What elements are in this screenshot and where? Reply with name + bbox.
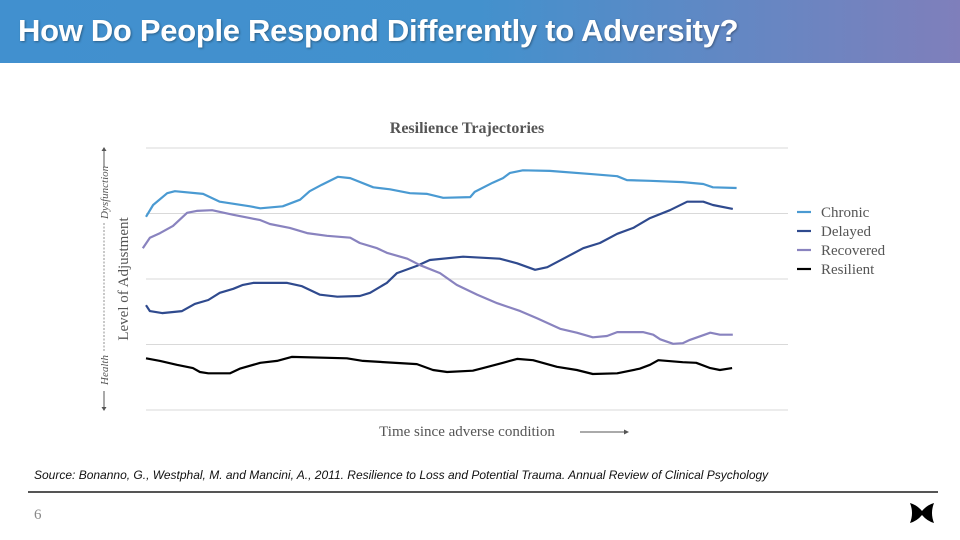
page-number: 6 [34, 507, 42, 523]
up-arrow-icon [101, 147, 107, 151]
legend-label-resilient: Resilient [821, 262, 875, 278]
source-citation: Source: Bonanno, G., Westphal, M. and Ma… [34, 468, 769, 482]
slide-header: How Do People Respond Differently to Adv… [0, 0, 960, 63]
chart-title: Resilience Trajectories [390, 120, 544, 137]
legend-label-recovered: Recovered [821, 243, 886, 259]
y-axis-label-group: Level of Adjustment [116, 217, 132, 341]
x-axis-label: Time since adverse condition [379, 424, 555, 440]
gridlines [146, 147, 788, 411]
slide-title: How Do People Respond Differently to Adv… [18, 13, 739, 48]
y-axis-low-label: Health [99, 355, 111, 386]
series-line-chronic [145, 169, 737, 218]
series-line-resilient [145, 355, 733, 376]
legend: Chronic Delayed Recovered Resilient [797, 205, 886, 278]
y-axis-label: Level of Adjustment [116, 217, 132, 341]
y-axis-direction: Health Dysfunction [99, 147, 111, 411]
series-lines [141, 169, 737, 376]
series-line-delayed [145, 200, 734, 315]
legend-label-delayed: Delayed [821, 224, 871, 240]
right-arrow-icon [624, 429, 629, 435]
down-arrow-icon [101, 407, 107, 411]
legend-label-chronic: Chronic [821, 205, 870, 221]
y-axis-high-label: Dysfunction [99, 165, 111, 220]
series-line-recovered [141, 209, 733, 345]
footer-divider [28, 491, 938, 493]
butterfly-x-logo-icon [910, 503, 934, 523]
